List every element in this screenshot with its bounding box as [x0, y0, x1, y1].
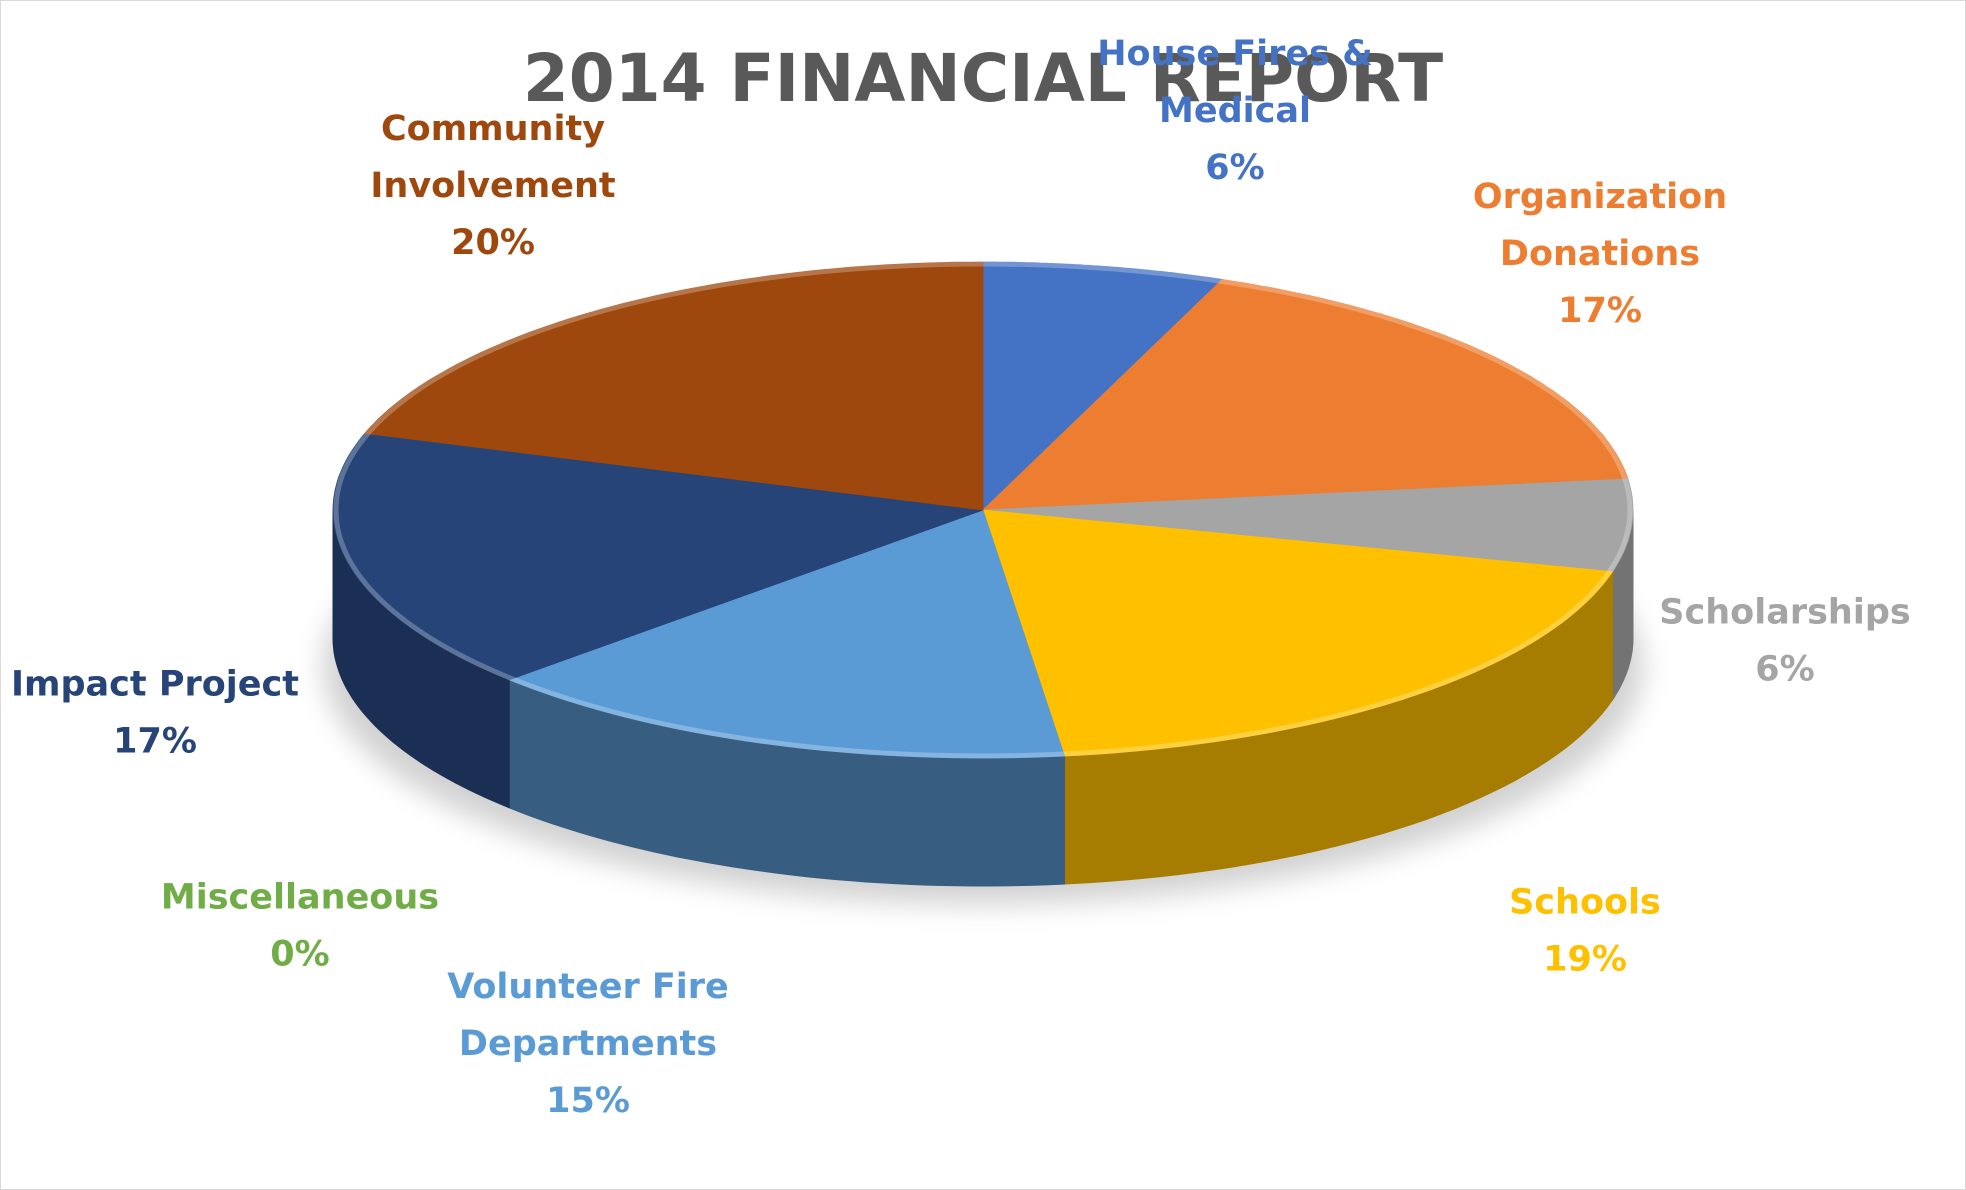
pie-slice[interactable]	[363, 261, 984, 511]
slice-name-label: Impact Project	[11, 665, 299, 705]
slice-name-label: Medical	[1159, 91, 1311, 131]
slice-name-label: Community	[381, 109, 605, 149]
slice-percent-label: 17%	[1558, 291, 1642, 331]
slice-percent-label: 19%	[1543, 940, 1627, 980]
pie-slice[interactable]	[332, 432, 984, 681]
data-label: Miscellaneous 0%	[161, 878, 439, 975]
data-label: Scholarships 6%	[1659, 593, 1910, 690]
slice-name-label: Schools	[1509, 883, 1661, 923]
pie-slice[interactable]	[982, 261, 1224, 511]
chart-title: 2014 FINANCIAL REPORT	[522, 40, 1444, 117]
slice-name-label: Organization	[1473, 177, 1727, 217]
pie-slice[interactable]	[508, 509, 1066, 759]
pie-slice[interactable]	[982, 509, 1614, 757]
slice-name-label: House Fires &	[1097, 34, 1372, 74]
slice-name-label: Involvement	[370, 166, 615, 206]
slice-name-label: Donations	[1500, 234, 1700, 274]
slice-percent-label: 17%	[113, 722, 197, 762]
slice-percent-label: 15%	[546, 1081, 630, 1121]
slice-name-label: Volunteer Fire	[447, 967, 729, 1007]
data-label: House Fires & Medical 6%	[1097, 34, 1372, 188]
pie-slice[interactable]	[982, 478, 1634, 573]
data-label: Organization Donations 17%	[1473, 177, 1727, 331]
slice-name-label: Departments	[459, 1024, 717, 1064]
data-label: Schools 19%	[1509, 883, 1661, 980]
pie-rim	[333, 261, 1633, 759]
pie-sides	[332, 509, 1634, 887]
data-label: Impact Project 17%	[11, 665, 299, 762]
slice-percent-label: 6%	[1755, 650, 1814, 690]
slice-percent-label: 6%	[1205, 148, 1264, 188]
pie-tops	[332, 261, 1634, 759]
slice-percent-label: 0%	[270, 935, 329, 975]
slice-name-label: Scholarships	[1659, 593, 1910, 633]
data-label: Volunteer Fire Departments 15%	[447, 967, 729, 1121]
slice-percent-label: 20%	[451, 223, 535, 263]
slice-name-label: Miscellaneous	[161, 878, 439, 918]
pie-slice[interactable]	[981, 278, 1629, 511]
data-label: Community Involvement 20%	[370, 109, 615, 263]
